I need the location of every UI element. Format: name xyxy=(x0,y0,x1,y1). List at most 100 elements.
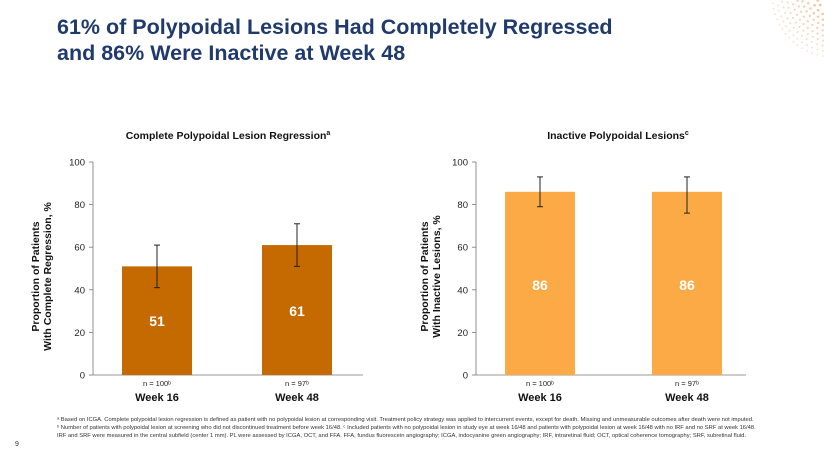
logo-dot xyxy=(799,10,803,13)
logo-dot xyxy=(792,40,795,43)
y-axis-label: Proportion of Patients With Complete Regr… xyxy=(30,202,54,351)
company-logo-icon xyxy=(771,0,824,57)
y-tick-label: 0 xyxy=(80,371,85,382)
logo-dot xyxy=(793,8,796,11)
logo-dot xyxy=(778,9,781,12)
logo-dot xyxy=(821,12,824,16)
logo-dot xyxy=(784,32,787,35)
y-tick-label: 80 xyxy=(74,200,85,211)
data-label: 86 xyxy=(679,277,695,293)
logo-dot xyxy=(810,40,813,44)
logo-dot xyxy=(798,18,802,21)
logo-dot xyxy=(806,26,809,29)
logo-dot xyxy=(816,53,819,56)
y-tick-label: 40 xyxy=(457,285,468,296)
logo-dot xyxy=(811,46,813,49)
logo-dot xyxy=(811,52,814,54)
logo-dot xyxy=(821,39,824,42)
y-tick-label: 60 xyxy=(457,243,468,254)
logo-dot xyxy=(788,29,791,32)
logo-dot xyxy=(806,20,809,23)
y-tick-label: 80 xyxy=(457,200,468,211)
logo-dot xyxy=(802,29,805,32)
y-tick-label: 0 xyxy=(463,371,468,382)
logo-dot xyxy=(805,10,808,13)
logo-dot xyxy=(816,26,819,30)
chart-title-superscript: c xyxy=(685,130,689,137)
charts-area: Complete Polypoidal Lesion Regressiona Pr… xyxy=(30,130,746,404)
chart-title-superscript: a xyxy=(326,130,330,137)
logo-dot xyxy=(812,11,816,15)
n-label: n = 97ᵇ xyxy=(285,379,309,388)
logo-dot xyxy=(781,28,784,31)
logo-dot xyxy=(816,48,819,51)
x-category-label: Week 48 xyxy=(665,392,709,404)
slide-title: 61% of Polypoidal Lesions Had Completely… xyxy=(57,14,737,66)
logo-dot xyxy=(808,14,812,18)
logo-dot xyxy=(802,22,805,26)
y-axis-label-line-2: With Complete Regression, % xyxy=(42,202,54,351)
chart-title: Inactive Polypoidal Lesionsc xyxy=(547,130,689,142)
y-tick-label: 20 xyxy=(74,328,85,339)
chart-title: Complete Polypoidal Lesion Regressiona xyxy=(126,130,331,142)
logo-dot xyxy=(815,43,819,46)
logo-dot xyxy=(816,32,819,35)
slide-title-line-1: 61% of Polypoidal Lesions Had Completely… xyxy=(57,15,613,39)
logo-dot xyxy=(789,11,792,15)
logo-dot xyxy=(791,3,795,6)
logo-dot xyxy=(816,38,819,41)
logo-dot xyxy=(800,34,803,37)
x-category-label: Week 48 xyxy=(275,392,319,404)
logo-dot xyxy=(786,1,789,4)
y-axis-label-line-2: With Inactive Lesions, % xyxy=(431,215,443,338)
logo-dot xyxy=(821,55,824,57)
logo-dot xyxy=(801,41,803,44)
logo-dot xyxy=(780,15,783,18)
data-label: 86 xyxy=(532,277,548,293)
y-tick-label: 60 xyxy=(74,243,85,254)
logo-dot xyxy=(811,35,814,38)
chart-title-text: Inactive Polypoidal Lesions xyxy=(547,130,685,142)
logo-dot xyxy=(805,38,808,41)
logo-dot xyxy=(817,21,820,25)
logo-dot xyxy=(776,4,779,7)
logo-dot xyxy=(788,36,791,39)
logo-dot xyxy=(802,15,806,18)
y-axis-label-line-1: Proportion of Patients xyxy=(30,221,42,331)
logo-dot xyxy=(821,34,824,37)
chart-2: Inactive Polypoidal Lesionsc Proportion o… xyxy=(419,130,746,404)
logo-dot xyxy=(821,29,824,32)
logo-dot xyxy=(811,23,814,27)
logo-dot xyxy=(821,18,824,21)
logo-dot xyxy=(801,0,804,3)
logo-dot xyxy=(796,31,799,34)
n-label: n = 100ᵇ xyxy=(143,379,171,388)
logo-dot xyxy=(812,18,815,22)
logo-dot xyxy=(785,25,788,28)
logo-dot xyxy=(796,0,799,2)
logo-dot xyxy=(791,16,795,20)
logo-dot xyxy=(787,6,790,9)
x-category-label: Week 16 xyxy=(518,392,562,404)
x-category-label: Week 16 xyxy=(135,392,179,404)
data-label: 61 xyxy=(289,303,305,319)
logo-dot xyxy=(771,2,774,5)
logo-dot xyxy=(781,0,784,3)
logo-dot xyxy=(806,33,809,36)
y-tick-label: 20 xyxy=(457,328,468,339)
footnote: ᵃ Based on ICGA. Complete polypoidal les… xyxy=(57,417,756,439)
y-axis-label-line-1: Proportion of Patients xyxy=(419,221,431,331)
logo-dot xyxy=(806,49,809,52)
logo-dot xyxy=(772,7,775,10)
logo-dot xyxy=(821,44,824,47)
data-label: 51 xyxy=(149,313,165,329)
logo-dot xyxy=(816,15,820,19)
slide-title-line-2: and 86% Were Inactive at Week 48 xyxy=(57,41,406,65)
chart-1: Complete Polypoidal Lesion Regressiona Pr… xyxy=(30,130,363,404)
logo-dot xyxy=(774,13,776,16)
logo-dot xyxy=(782,6,785,9)
logo-dot xyxy=(813,4,816,7)
logo-dot xyxy=(795,13,799,17)
logo-dot xyxy=(778,23,781,26)
logo-dot xyxy=(801,47,804,50)
